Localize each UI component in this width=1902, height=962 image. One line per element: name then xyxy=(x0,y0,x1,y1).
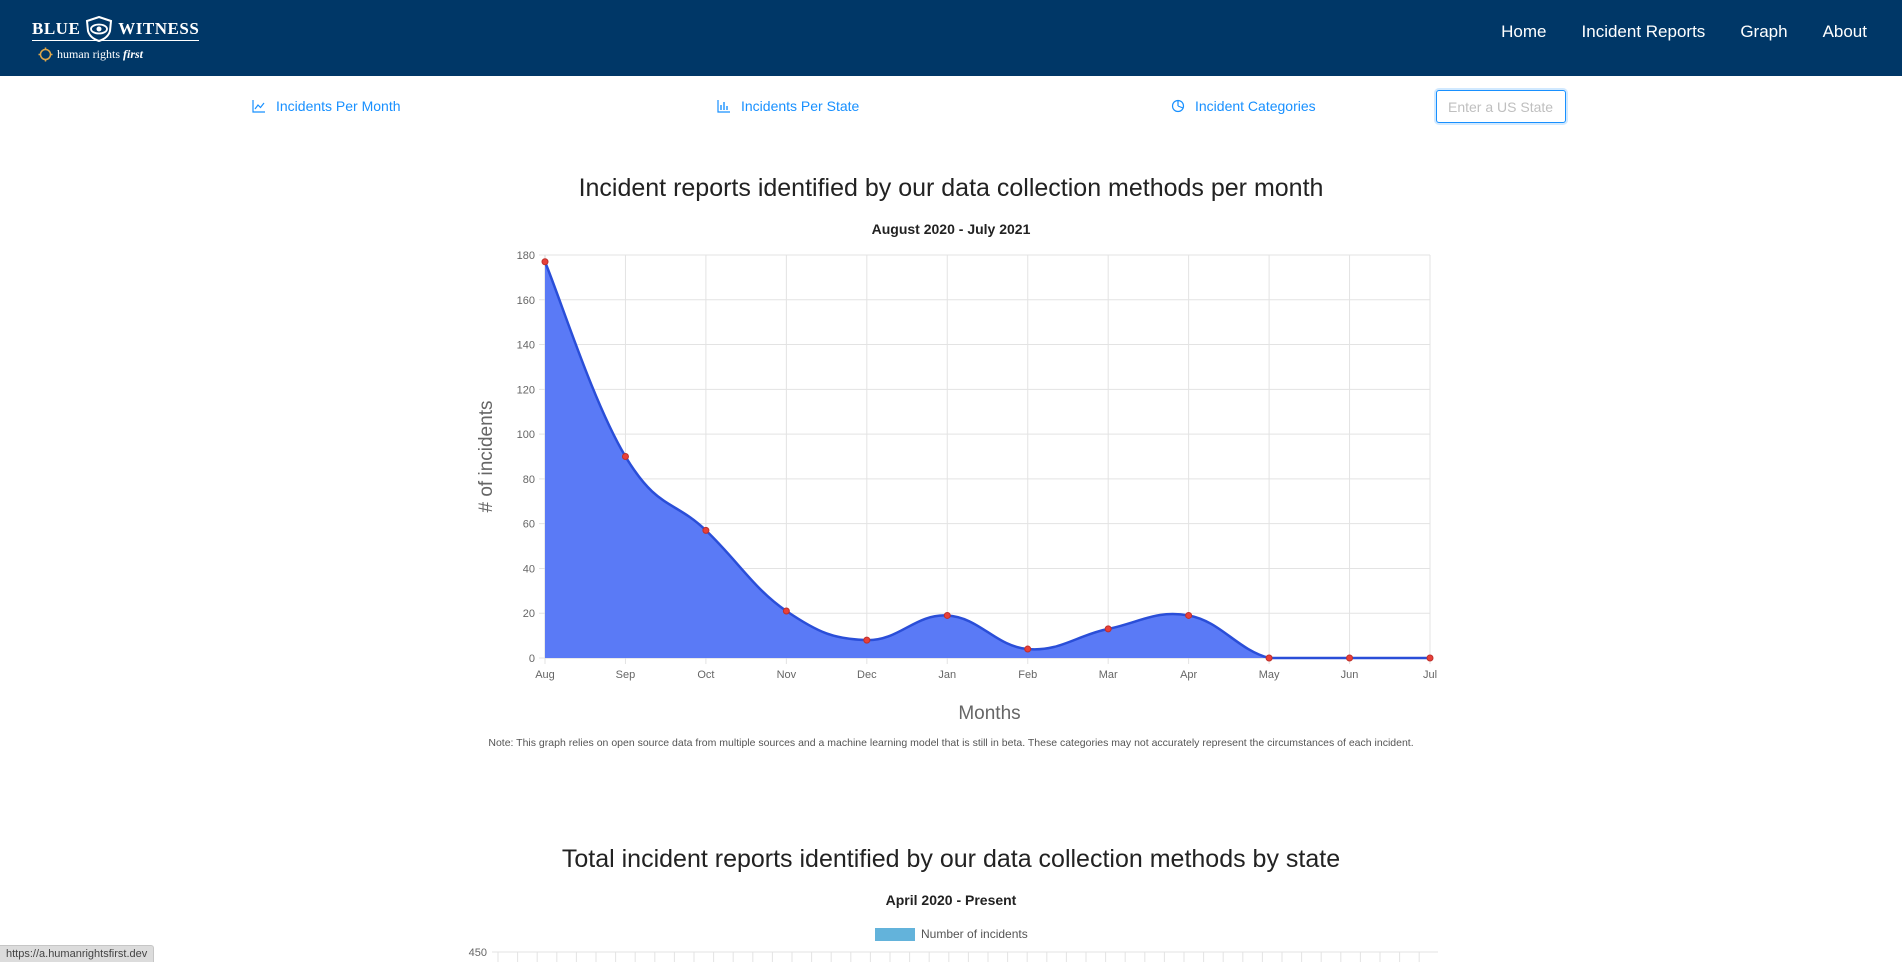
data-point xyxy=(863,636,871,644)
x-tick-label: Mar xyxy=(1099,669,1118,681)
tab-label: Incidents Per Month xyxy=(276,98,401,114)
x-tick-label: May xyxy=(1259,669,1280,681)
data-point xyxy=(621,453,629,460)
y-tick-label: 100 xyxy=(517,429,535,441)
x-tick-label: Aug xyxy=(535,669,555,681)
tab-label: Incident Categories xyxy=(1195,98,1316,114)
chart1-subtitle: August 2020 - July 2021 xyxy=(871,221,1031,237)
logo-underline xyxy=(32,40,200,41)
y-tick-label: 180 xyxy=(517,250,535,262)
nav-about[interactable]: About xyxy=(1822,22,1867,41)
y-tick-label: 120 xyxy=(517,384,535,396)
x-tick-label: Jul xyxy=(1423,669,1437,681)
y-tick-label: 40 xyxy=(523,563,535,575)
link-status-bar: https://a.humanrightsfirst.dev xyxy=(0,945,155,962)
x-tick-label: Sep xyxy=(616,669,636,681)
x-tick-label: Nov xyxy=(777,669,797,681)
data-point xyxy=(1265,654,1273,662)
badge-eye-icon xyxy=(86,16,113,42)
tab-label: Incidents Per State xyxy=(741,98,860,114)
tab-incidents-per-state[interactable]: Incidents Per State xyxy=(717,98,859,114)
x-tick-label: Dec xyxy=(857,669,877,681)
data-point xyxy=(1024,645,1032,653)
chart2-title: Total incident reports identified by our… xyxy=(561,845,1341,873)
data-point xyxy=(1346,654,1354,662)
y-tick-label: 0 xyxy=(529,653,535,665)
y-tick-label: 20 xyxy=(523,608,535,620)
data-point xyxy=(702,526,710,534)
data-point xyxy=(1185,611,1193,619)
tab-incidents-per-month[interactable]: Incidents Per Month xyxy=(252,98,401,114)
x-tick-label: Oct xyxy=(697,669,714,681)
data-point xyxy=(943,611,951,619)
x-tick-label: Apr xyxy=(1180,669,1197,681)
line-chart-icon xyxy=(252,100,265,113)
y-tick-label: 140 xyxy=(517,340,535,352)
x-tick-label: Jun xyxy=(1341,669,1359,681)
x-axis-title: Months xyxy=(958,703,1020,724)
tab-incident-categories[interactable]: Incident Categories xyxy=(1171,98,1316,114)
logo-word-right: WITNESS xyxy=(118,19,200,38)
pie-chart-icon xyxy=(1171,99,1185,113)
y-tick-label: 60 xyxy=(523,519,535,531)
data-point xyxy=(782,607,790,615)
chart1-note: Note: This graph relies on open source d… xyxy=(488,737,1414,749)
org-name-italic: first xyxy=(123,47,144,61)
incidents-per-month-chart: 0 20 40 60 80 100 120 140 160 180 Aug Sep Oct Nov Dec J… xyxy=(476,250,1437,724)
area-fill xyxy=(545,261,1430,658)
main-nav: Home Incident Reports Graph About xyxy=(1501,0,1902,64)
state-search-input[interactable] xyxy=(1436,90,1566,123)
blue-witness-logo[interactable]: BLUE WITNESS human rights first xyxy=(32,12,200,66)
graph-subnav: Incidents Per Month Incidents Per State … xyxy=(0,90,1902,124)
logo-word-left: BLUE xyxy=(32,19,81,38)
nav-home[interactable]: Home xyxy=(1501,22,1547,41)
chart1-title: Incident reports identified by our data … xyxy=(578,174,1324,202)
y-tick-label: 450 xyxy=(469,947,487,959)
y-tick-label: 160 xyxy=(517,295,535,307)
nav-incident-reports[interactable]: Incident Reports xyxy=(1581,22,1706,41)
data-point xyxy=(1426,654,1434,662)
nav-graph[interactable]: Graph xyxy=(1740,22,1788,41)
human-rights-first-icon xyxy=(38,47,53,62)
chart2-subtitle: April 2020 - Present xyxy=(885,892,1017,908)
legend-label: Number of incidents xyxy=(921,927,1028,941)
chart2-legend[interactable]: Number of incidents xyxy=(875,927,1028,941)
data-point xyxy=(541,258,549,266)
legend-swatch xyxy=(875,927,915,941)
x-tick-label: Jan xyxy=(938,669,956,681)
data-point xyxy=(1104,625,1112,633)
x-tick-label: Feb xyxy=(1018,669,1037,681)
org-name: human rights xyxy=(57,47,120,61)
top-navbar: BLUE WITNESS human rights first Home Inc… xyxy=(0,0,1902,76)
y-axis-title: # of incidents xyxy=(476,401,497,513)
y-tick-label: 80 xyxy=(523,474,535,486)
bar-chart-icon xyxy=(717,100,730,113)
